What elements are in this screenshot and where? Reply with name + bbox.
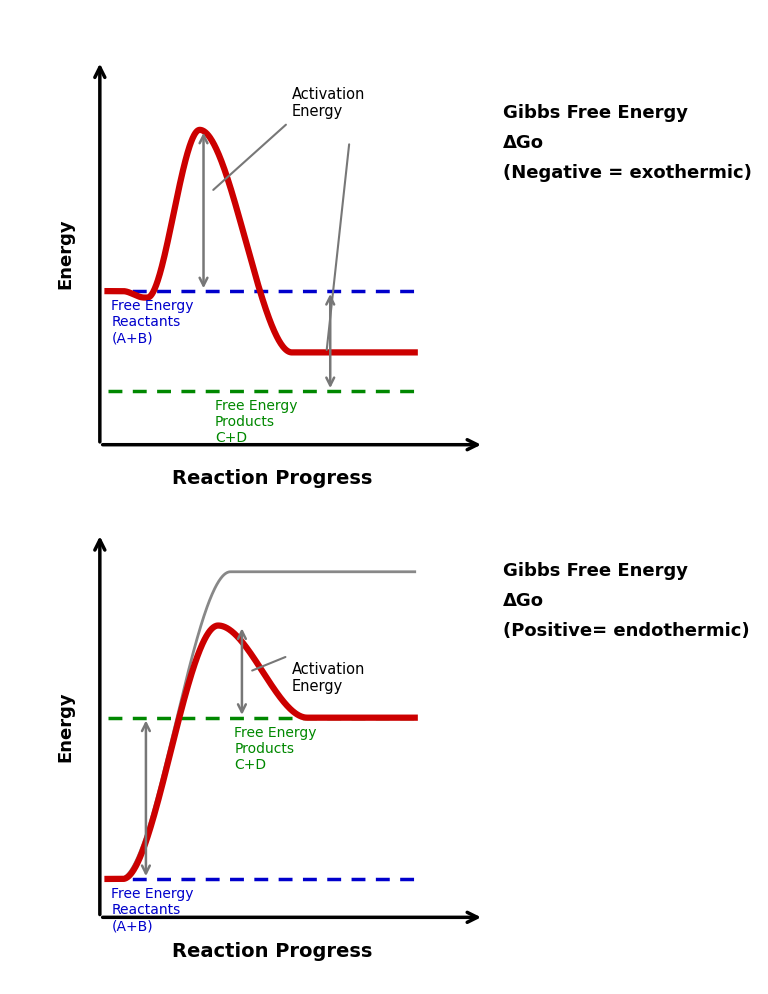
Text: Reaction Progress: Reaction Progress: [173, 468, 372, 488]
Text: Energy: Energy: [56, 219, 74, 288]
Text: Free Energy
Products
C+D: Free Energy Products C+D: [215, 399, 297, 445]
Text: Activation
Energy: Activation Energy: [292, 86, 366, 119]
Text: Free Energy
Reactants
(A+B): Free Energy Reactants (A+B): [111, 299, 194, 345]
Text: (Positive= endothermic): (Positive= endothermic): [503, 621, 750, 639]
Text: ΔGo: ΔGo: [503, 134, 544, 152]
Text: Gibbs Free Energy: Gibbs Free Energy: [503, 104, 688, 122]
Text: Reaction Progress: Reaction Progress: [173, 940, 372, 960]
Text: Free Energy
Reactants
(A+B): Free Energy Reactants (A+B): [111, 886, 194, 932]
Text: Gibbs Free Energy: Gibbs Free Energy: [503, 562, 688, 580]
Text: Activation
Energy: Activation Energy: [292, 661, 366, 694]
Text: (Negative = exothermic): (Negative = exothermic): [503, 164, 752, 182]
Text: Free Energy
Products
C+D: Free Energy Products C+D: [234, 725, 316, 771]
Text: ΔGo: ΔGo: [503, 591, 544, 609]
Text: Energy: Energy: [56, 691, 74, 760]
